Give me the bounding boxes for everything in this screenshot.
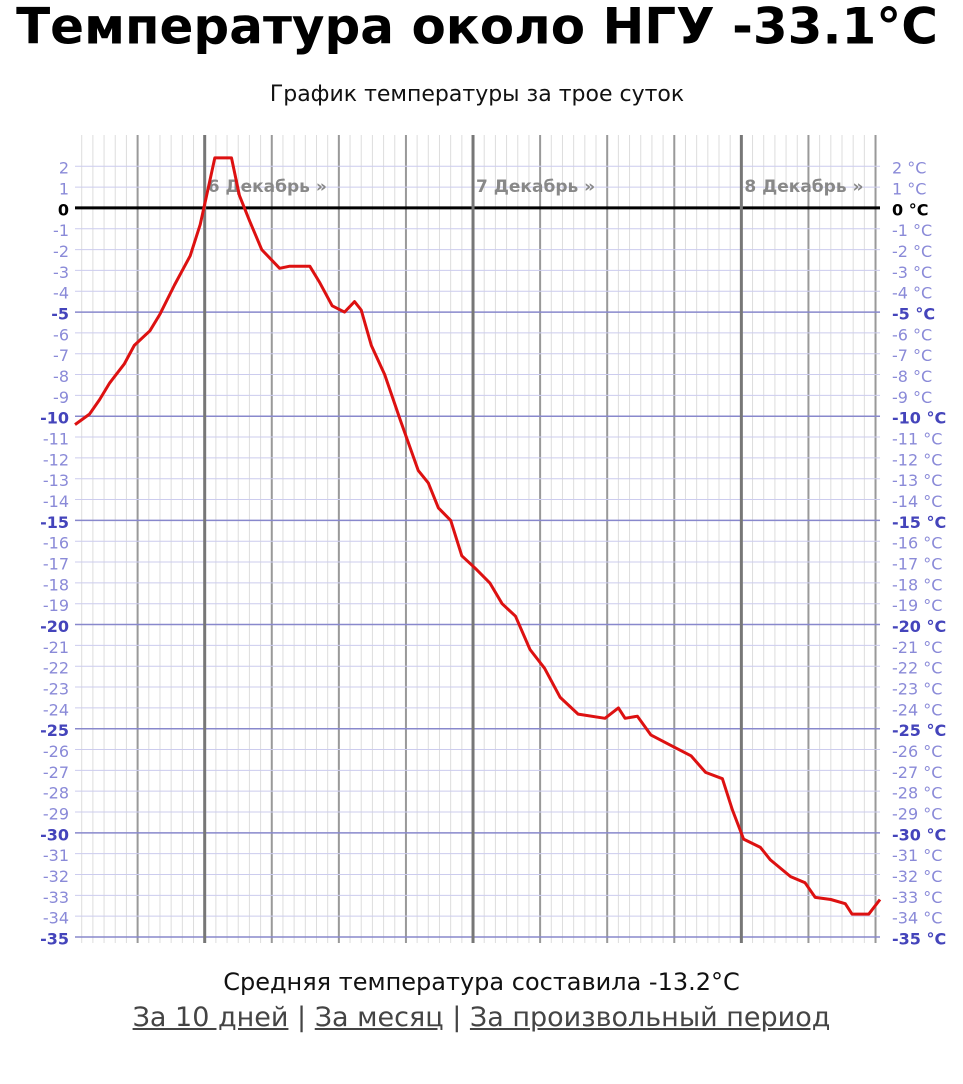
y-tick-label: -16 (43, 534, 69, 553)
y-tick-label: 2 (59, 159, 69, 178)
y2-tick-label: -1 °C (892, 221, 932, 240)
y-tick-label: 0 (58, 200, 69, 219)
y2-tick-label: -12 °C (892, 450, 942, 469)
y-tick-label: -7 (53, 346, 69, 365)
y-tick-label: -9 (53, 388, 69, 407)
y-tick-label: -6 (53, 325, 69, 344)
y2-tick-label: -13 °C (892, 471, 942, 490)
y-tick-label: -29 (43, 805, 69, 824)
y-tick-label: -32 (43, 867, 69, 886)
y-tick-label: -2 (53, 242, 69, 261)
links: За 10 дней | За месяц | За произвольный … (0, 1002, 963, 1033)
y-tick-label: -22 (43, 659, 69, 678)
footer: Средняя температура составила -13.2°C За… (0, 968, 963, 1033)
y2-tick-label: -5 °C (892, 305, 935, 324)
title: Температура около НГУ -33.1°C (16, 0, 938, 56)
x-tick-label: 8 Декабрь » (744, 177, 863, 197)
y-tick-label: -18 (43, 575, 69, 594)
y-tick-label: -35 (40, 930, 69, 949)
y-tick-label: -19 (43, 596, 69, 615)
y2-tick-label: -16 °C (892, 534, 942, 553)
y2-tick-label: 2 °C (892, 159, 926, 178)
y-tick-label: -30 (40, 825, 69, 844)
y2-tick-label: -19 °C (892, 596, 942, 615)
y-tick-label: -33 (43, 888, 69, 907)
link[interactable]: За 10 дней (132, 1002, 289, 1033)
y2-tick-label: -33 °C (892, 888, 942, 907)
y-tick-label: -5 (51, 305, 69, 324)
y2-tick-label: -8 °C (892, 367, 932, 386)
y2-tick-label: -32 °C (892, 867, 942, 886)
y2-tick-label: -21 °C (892, 638, 942, 657)
y2-tick-label: -34 °C (892, 909, 942, 928)
y2-tick-label: -30 °C (892, 825, 946, 844)
y2-tick-label: -11 °C (892, 430, 942, 449)
y2-tick-label: -25 °C (892, 721, 946, 740)
y-tick-label: -20 (40, 617, 69, 636)
y-tick-label: -26 (43, 742, 69, 761)
y2-tick-label: -14 °C (892, 492, 942, 511)
y2-tick-label: -27 °C (892, 763, 942, 782)
y2-tick-label: -23 °C (892, 680, 942, 699)
separator: | (452, 1002, 462, 1033)
y2-tick-label: -4 °C (892, 284, 932, 303)
y2-tick-label: -2 °C (892, 242, 932, 261)
y2-tick-label: -31 °C (892, 846, 942, 865)
y-tick-label: -12 (43, 450, 69, 469)
subtitle: График температуры за трое суток (270, 82, 684, 107)
y2-tick-label: -29 °C (892, 805, 942, 824)
x-tick-label: 7 Декабрь » (476, 177, 595, 197)
y2-tick-label: -20 °C (892, 617, 946, 636)
y2-tick-label: -6 °C (892, 325, 932, 344)
link[interactable]: За месяц (314, 1002, 444, 1033)
y2-tick-label: -7 °C (892, 346, 932, 365)
y2-tick-label: 0 °C (892, 200, 928, 219)
y-tick-label: -34 (43, 909, 69, 928)
y-tick-label: -31 (43, 846, 69, 865)
y-tick-label: -23 (43, 680, 69, 699)
y-tick-label: -17 (43, 555, 69, 574)
y-tick-label: -11 (43, 430, 69, 449)
y2-tick-label: -24 °C (892, 700, 942, 719)
y-tick-label: -8 (53, 367, 69, 386)
y2-tick-label: -10 °C (892, 409, 946, 428)
y2-tick-label: -22 °C (892, 659, 942, 678)
y2-tick-label: -28 °C (892, 784, 942, 803)
y-tick-label: -14 (43, 492, 69, 511)
y2-tick-label: 1 °C (892, 180, 926, 199)
y-tick-label: -13 (43, 471, 69, 490)
y2-tick-label: -3 °C (892, 263, 932, 282)
y2-tick-label: -15 °C (892, 513, 946, 532)
average-text: Средняя температура составила -13.2°C (223, 968, 740, 996)
link[interactable]: За произвольный период (469, 1002, 831, 1033)
separator: | (297, 1002, 307, 1033)
y2-tick-label: -18 °C (892, 575, 942, 594)
y-tick-label: 1 (59, 180, 69, 199)
y-tick-label: -24 (43, 700, 69, 719)
y2-tick-label: -17 °C (892, 555, 942, 574)
y2-tick-label: -9 °C (892, 388, 932, 407)
x-tick-label: 6 Декабрь » (208, 177, 327, 197)
temperature-line (74, 156, 882, 916)
y-tick-label: -4 (53, 284, 69, 303)
y-tick-label: -15 (40, 513, 69, 532)
y2-tick-label: -35 °C (892, 930, 946, 949)
y2-tick-label: -26 °C (892, 742, 942, 761)
y-tick-label: -25 (40, 721, 69, 740)
y-tick-label: -10 (40, 409, 69, 428)
y-tick-label: -27 (43, 763, 69, 782)
y-tick-label: -28 (43, 784, 69, 803)
y-tick-label: -3 (53, 263, 69, 282)
y-tick-label: -21 (43, 638, 69, 657)
y-tick-label: -1 (53, 221, 69, 240)
chart: Температура около НГУ -33.1°C График тем… (16, 0, 946, 949)
